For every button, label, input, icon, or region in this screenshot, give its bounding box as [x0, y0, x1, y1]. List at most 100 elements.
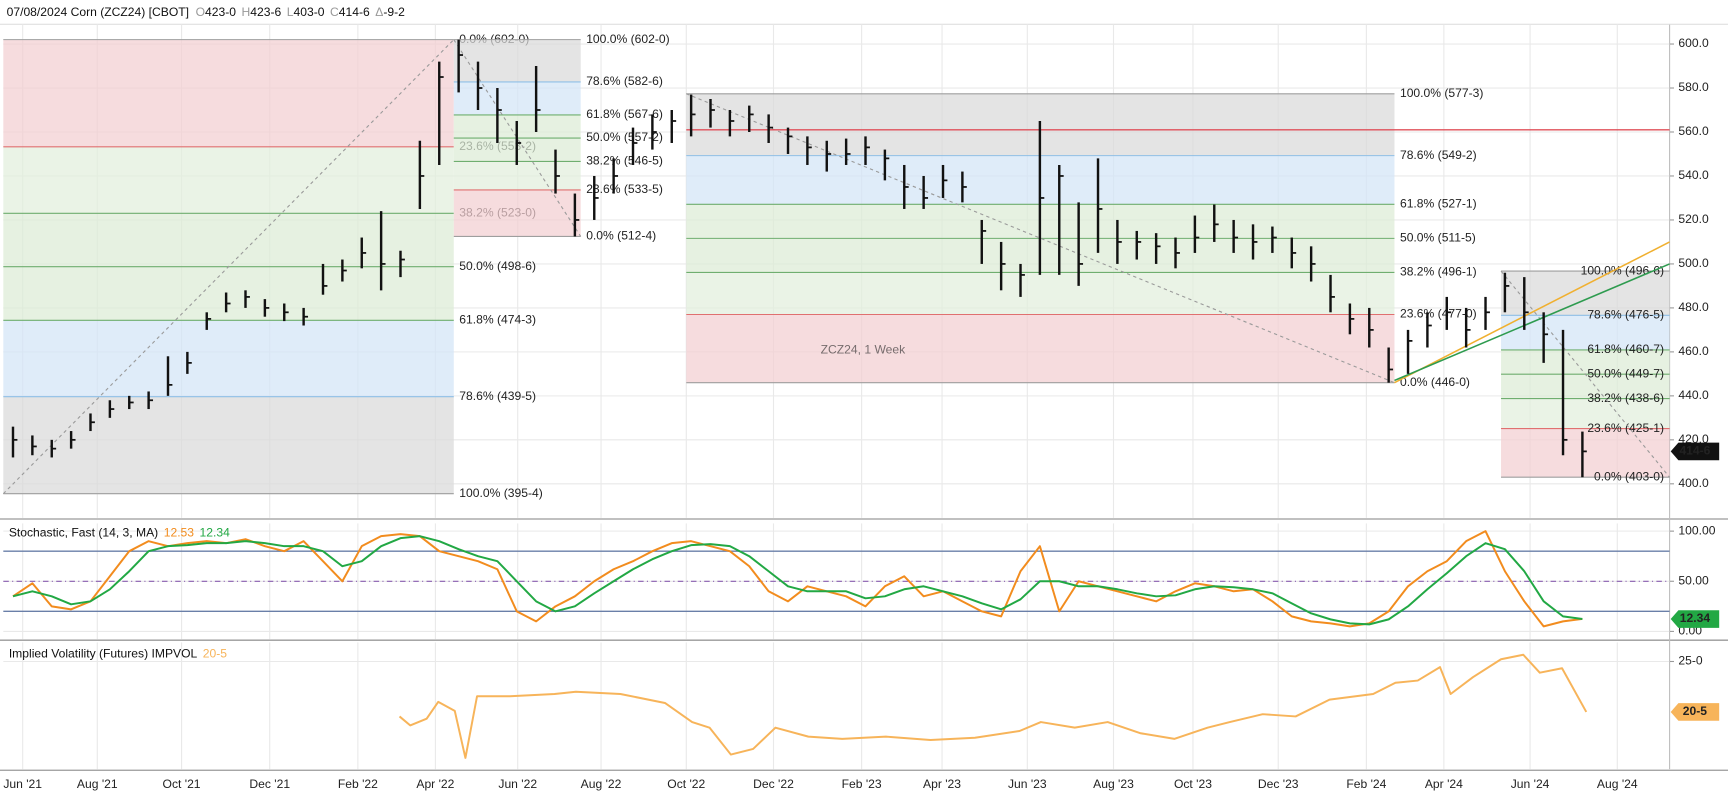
x-tick-label: Apr '24: [1425, 777, 1463, 791]
fib-label: 0.0% (403-0): [1594, 469, 1664, 483]
x-tick-label: Jun '22: [498, 777, 537, 791]
x-tick-label: Dec '22: [753, 777, 794, 791]
x-tick-label: Jun '21: [3, 777, 42, 791]
x-tick-label: Dec '23: [1258, 777, 1299, 791]
quote-key: C: [330, 5, 339, 19]
fib-label: 50.0% (449-7): [1587, 366, 1664, 380]
series-line: [12, 535, 1583, 626]
stochastic-last-box: [1670, 610, 1720, 628]
fib-trend-line: [686, 93, 1395, 384]
x-tick-label: Aug '21: [77, 777, 118, 791]
iv-last-box: [1670, 703, 1720, 721]
fib-label: 38.2% (438-6): [1587, 391, 1664, 405]
quote-key: O: [196, 5, 205, 19]
fib-label: 23.6% (533-5): [586, 182, 663, 196]
fib-label: 61.8% (460-7): [1587, 342, 1664, 356]
fib-zone: [453, 39, 581, 82]
x-tick-label: Aug '24: [1597, 777, 1638, 791]
y-tick-label: 400.0: [1678, 476, 1709, 490]
series-line: [398, 653, 1588, 759]
y-tick-label: 580.0: [1678, 80, 1709, 94]
fib-label: 78.6% (549-2): [1400, 148, 1477, 162]
fib-label: 100.0% (395-4): [459, 486, 542, 500]
y-tick-label: 460.0: [1678, 344, 1709, 358]
fib-zone: [1501, 315, 1670, 350]
x-tick-label: Aug '22: [581, 777, 622, 791]
indicator-name: Stochastic, Fast (14, 3, MA): [9, 526, 158, 540]
fib-zone: [1501, 349, 1670, 375]
x-tick-label: Feb '22: [338, 777, 378, 791]
fib-zone: [686, 272, 1395, 315]
fib-label: 100.0% (577-3): [1400, 86, 1483, 100]
fib-trend-line: [2, 39, 455, 495]
stochastic-last-label: 12.34: [1680, 611, 1711, 625]
fib-label: 61.8% (567-6): [586, 107, 663, 121]
iv-title: Implied Volatility (Futures) IMPVOL 20-5: [9, 647, 227, 661]
fib-zone: [3, 396, 454, 494]
trend-line: [1394, 263, 1670, 382]
y-tick-label: 100.00: [1678, 523, 1715, 537]
fib-label: 61.8% (474-3): [459, 312, 536, 326]
indicator-value: 12.34: [200, 526, 231, 540]
indicator-name: Implied Volatility (Futures) IMPVOL: [9, 647, 198, 661]
iv-last-label: 20-5: [1683, 704, 1708, 718]
y-tick-label: 50.00: [1678, 573, 1709, 587]
fib-label: 50.0% (498-6): [459, 259, 536, 273]
fib-zone: [453, 161, 581, 190]
x-tick-label: Apr '23: [923, 777, 961, 791]
fib-label: 61.8% (527-1): [1400, 196, 1477, 210]
fib-label: 0.0% (446-0): [1400, 375, 1470, 389]
quote-value: 414-6: [339, 5, 370, 19]
fib-zone: [3, 39, 454, 147]
y-tick-label: 440.0: [1678, 388, 1709, 402]
indicator-value: 12.53: [164, 526, 195, 540]
fib-label: 38.2% (496-1): [1400, 265, 1477, 279]
fib-label: 23.6% (425-1): [1587, 421, 1664, 435]
fib-zone: [453, 81, 581, 115]
fib-zone: [453, 189, 581, 237]
trend-line: [1394, 241, 1670, 384]
fib-label: 78.6% (582-6): [586, 74, 663, 88]
series-line: [12, 530, 1583, 628]
fib-zone: [1501, 271, 1670, 316]
fib-label: 78.6% (476-5): [1587, 308, 1664, 322]
x-tick-label: Oct '23: [1174, 777, 1212, 791]
fib-label: 50.0% (511-5): [1400, 231, 1476, 245]
x-tick-label: Feb '23: [842, 777, 882, 791]
y-tick-label: 25-0: [1678, 654, 1703, 668]
fib-zone: [1501, 398, 1670, 429]
y-tick-label: 480.0: [1678, 300, 1709, 314]
quote-key: L: [287, 5, 294, 19]
fib-zone: [1501, 374, 1670, 399]
y-tick-label: 540.0: [1678, 168, 1709, 182]
last-price-box: [1670, 442, 1720, 461]
quote-value: -9-2: [383, 5, 405, 19]
quote-key: H: [242, 5, 251, 19]
fib-zone: [1501, 428, 1670, 478]
fib-zone: [3, 213, 454, 267]
fib-label: 0.0% (512-4): [586, 229, 656, 243]
y-tick-label: 560.0: [1678, 124, 1709, 138]
x-tick-label: Jun '24: [1511, 777, 1550, 791]
stochastic-title: Stochastic, Fast (14, 3, MA) 12.53 12.34: [9, 526, 230, 540]
chart-header: 07/08/2024 Corn (ZCZ24) [CBOT] O423-0 H423…: [7, 5, 406, 19]
x-tick-label: Oct '21: [163, 777, 201, 791]
quote-value: 423-0: [205, 5, 236, 19]
fib-label: 78.6% (439-5): [459, 389, 536, 403]
y-tick-label: 520.0: [1678, 212, 1709, 226]
fib-label: 100.0% (496-6): [1581, 263, 1664, 277]
quote-value: 403-0: [294, 5, 325, 19]
fib-zone: [3, 146, 454, 214]
indicator-value: 20-5: [203, 647, 228, 661]
x-tick-label: Jun '23: [1008, 777, 1047, 791]
fib-zone: [3, 266, 454, 321]
x-tick-label: Aug '23: [1093, 777, 1134, 791]
x-tick-label: Oct '22: [667, 777, 705, 791]
fib-zone: [3, 320, 454, 397]
quote-key: Δ: [375, 5, 383, 19]
x-tick-label: Dec '21: [249, 777, 290, 791]
last-price-label: 414-6: [1679, 444, 1710, 458]
x-tick-label: Feb '24: [1346, 777, 1386, 791]
fib-label: 38.2% (546-5): [586, 154, 663, 168]
